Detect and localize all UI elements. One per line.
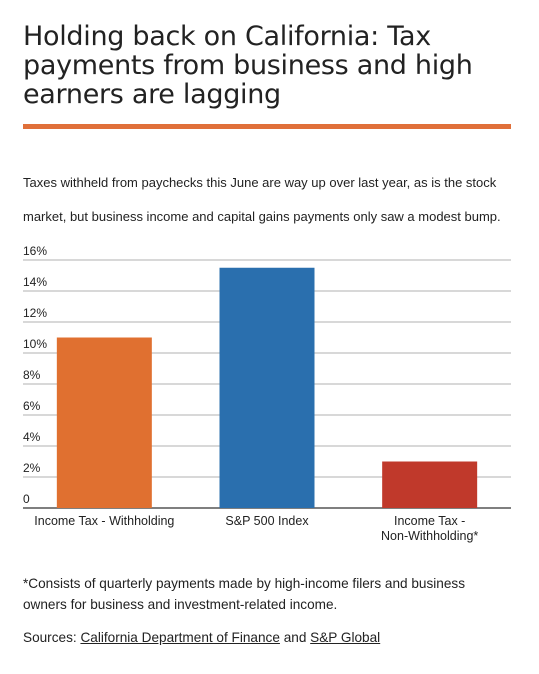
bar [56, 337, 152, 508]
y-tick-label: 4% [23, 430, 41, 444]
sources-connector: and [283, 630, 307, 645]
y-tick-label: 6% [23, 399, 41, 413]
bar [219, 267, 315, 508]
bar-chart: 0 2% 4% 6% 8% 10% 12% 14% 16% Income Tax - Withho… [23, 244, 511, 543]
y-tick-label: 2% [23, 461, 41, 475]
y-tick-label: 16% [23, 244, 47, 258]
source-link-ca-finance[interactable]: California Department of Finance [80, 630, 280, 645]
title-rule [23, 124, 511, 129]
chart-title: Holding back on California: Tax payments… [23, 21, 473, 110]
bar [382, 461, 478, 508]
y-tick-label: 10% [23, 337, 47, 351]
y-tick-label: 14% [23, 275, 47, 289]
y-tick-label: 0 [23, 492, 30, 506]
footnote: *Consists of quarterly payments made by … [23, 576, 466, 612]
sources-label: Sources: [23, 630, 77, 645]
y-tick-label: 8% [23, 368, 41, 382]
x-tick-label: Income Tax -Non-Withholding* [381, 514, 478, 543]
x-tick-label: S&P 500 Index [225, 514, 309, 528]
y-tick-label: 12% [23, 306, 47, 320]
sources-line: Sources: California Department of Financ… [23, 630, 380, 645]
source-link-sp-global[interactable]: S&P Global [310, 630, 381, 645]
x-tick-label: Income Tax - Withholding [34, 514, 174, 528]
chart-subtitle: Taxes withheld from paychecks this June … [23, 175, 501, 224]
